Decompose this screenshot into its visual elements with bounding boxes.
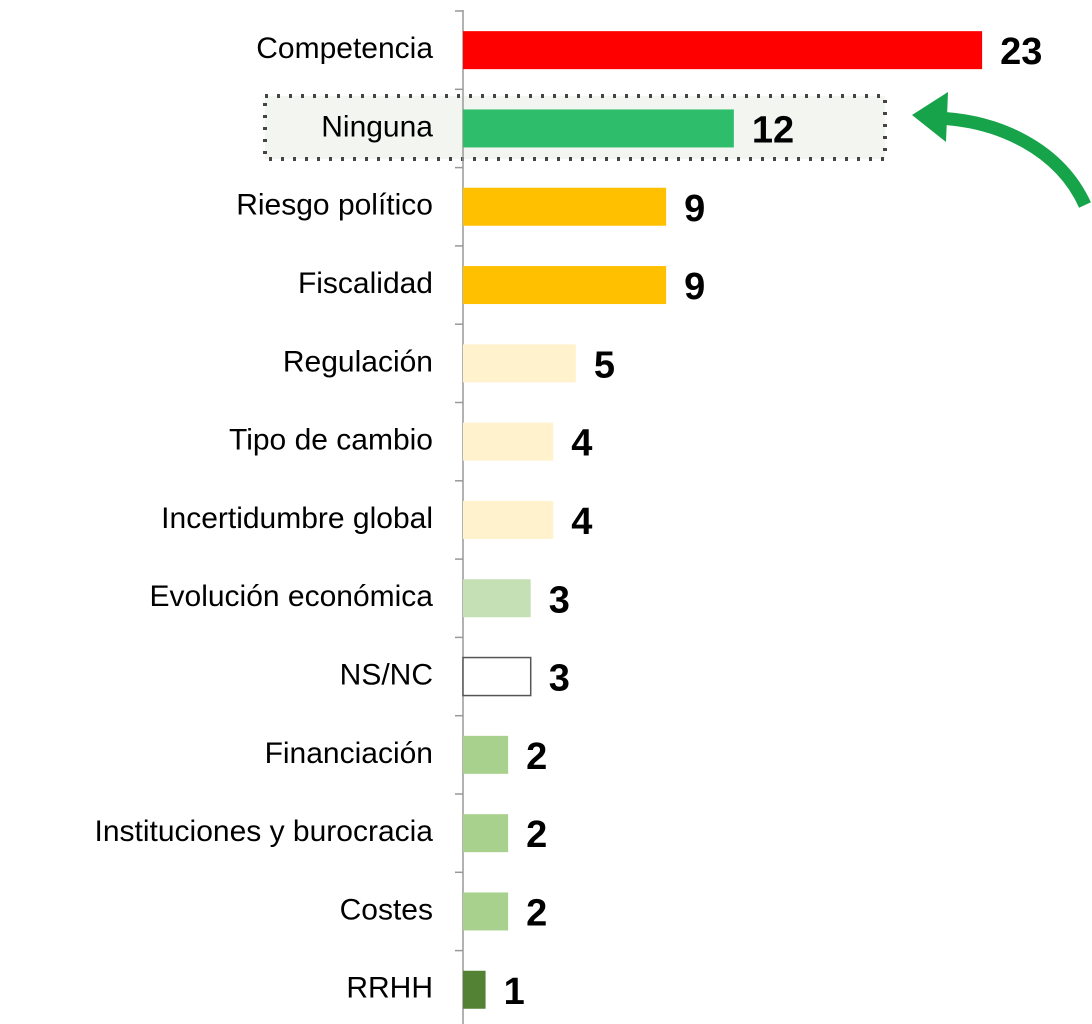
bar bbox=[463, 814, 509, 853]
category-label: Tipo de cambio bbox=[229, 424, 433, 457]
category-label: Incertidumbre global bbox=[161, 502, 433, 535]
category-label: Ninguna bbox=[321, 110, 433, 143]
value-label: 9 bbox=[684, 266, 705, 308]
value-label: 3 bbox=[549, 579, 570, 621]
category-label: RRHH bbox=[346, 972, 433, 1005]
bar bbox=[463, 422, 554, 461]
value-label: 4 bbox=[571, 423, 592, 465]
category-label: Costes bbox=[340, 893, 433, 926]
value-label: 3 bbox=[549, 658, 570, 700]
bar bbox=[463, 735, 509, 774]
bar bbox=[463, 579, 531, 618]
arrow bbox=[934, 111, 1091, 208]
bar bbox=[463, 109, 734, 148]
category-label: Instituciones y burocracia bbox=[95, 815, 434, 848]
bar bbox=[463, 892, 509, 931]
value-label: 12 bbox=[752, 109, 794, 151]
arrow-head bbox=[912, 92, 948, 142]
bar bbox=[463, 970, 486, 1009]
value-label: 1 bbox=[504, 971, 525, 1013]
value-label: 2 bbox=[526, 892, 547, 934]
category-label: Financiación bbox=[265, 737, 433, 770]
value-label: 2 bbox=[526, 736, 547, 778]
category-label: Evolución económica bbox=[150, 580, 434, 613]
category-label: Fiscalidad bbox=[298, 267, 433, 300]
bar bbox=[463, 266, 667, 305]
category-label: Regulación bbox=[283, 345, 433, 378]
category-label: NS/NC bbox=[340, 658, 433, 691]
value-label: 9 bbox=[684, 188, 705, 230]
bar bbox=[462, 656, 532, 697]
bar bbox=[463, 500, 554, 539]
value-label: 5 bbox=[594, 344, 615, 386]
bar bbox=[463, 344, 576, 383]
value-label: 4 bbox=[571, 501, 592, 543]
bar bbox=[463, 187, 667, 226]
category-label: Competencia bbox=[256, 32, 433, 65]
category-label: Riesgo político bbox=[236, 189, 433, 222]
value-label: 23 bbox=[1000, 31, 1042, 73]
value-label: 2 bbox=[526, 814, 547, 856]
bar bbox=[463, 31, 983, 70]
